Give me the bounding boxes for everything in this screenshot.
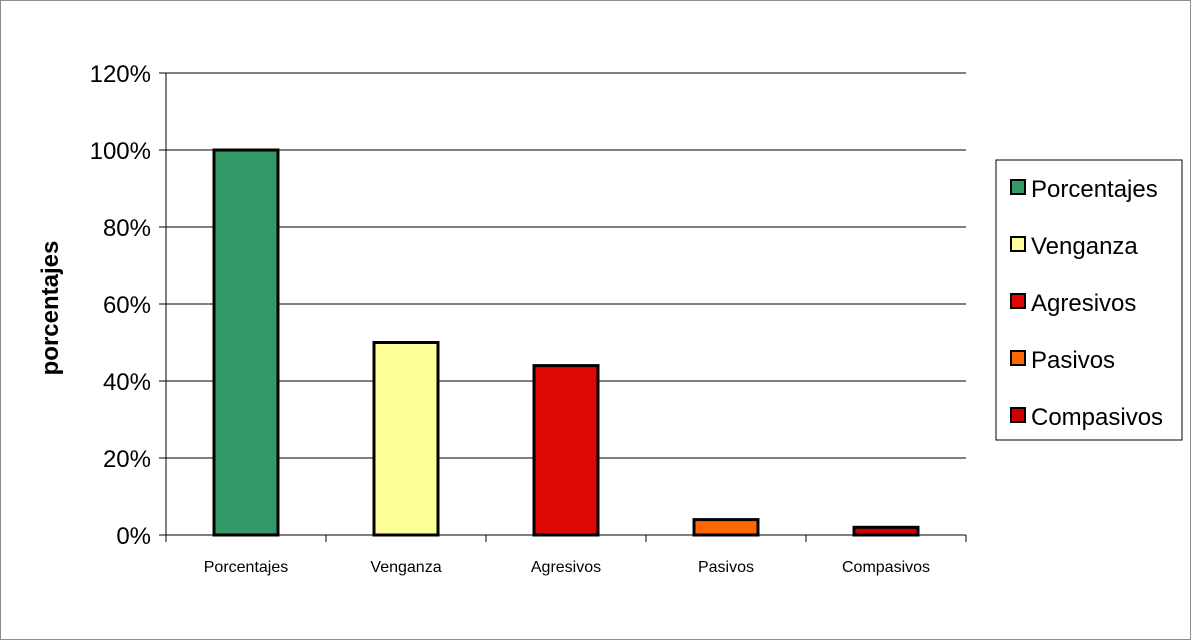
bar-porcentajes xyxy=(212,148,280,537)
legend-box xyxy=(995,159,1183,441)
legend-label: Porcentajes xyxy=(1031,176,1158,203)
legend-label: Venganza xyxy=(1031,233,1138,260)
gridlines xyxy=(166,72,966,459)
bar-agresivos xyxy=(532,364,600,537)
x-tick-labels: Porcentajes Venganza Agresivos Pasivos Compa… xyxy=(165,535,967,576)
bar-venganza xyxy=(372,341,440,537)
y-tick-label: 120% xyxy=(90,61,151,88)
y-tick-label: 80% xyxy=(103,215,151,242)
x-tick-label: Agresivos xyxy=(531,559,601,576)
y-tick-labels: 0% 20% 40% 60% 80% 100% 120% xyxy=(90,61,166,550)
legend-swatch xyxy=(1010,179,1026,195)
y-tick-label: 100% xyxy=(90,138,151,165)
x-tick-label: Compasivos xyxy=(842,559,930,576)
legend-swatch xyxy=(1010,407,1026,423)
legend-label: Pasivos xyxy=(1031,347,1115,374)
legend-swatch xyxy=(1010,236,1026,252)
y-tick-label: 40% xyxy=(103,369,151,396)
x-tick-label: Porcentajes xyxy=(204,559,289,576)
y-tick-label: 20% xyxy=(103,446,151,473)
bar-compasivos xyxy=(852,525,920,537)
x-tick-label: Pasivos xyxy=(698,559,754,576)
y-tick-label: 0% xyxy=(116,523,151,550)
y-axis-label: porcentajes xyxy=(37,241,64,376)
bars xyxy=(212,148,920,537)
legend-swatch xyxy=(1010,350,1026,366)
x-tick-label: Venganza xyxy=(370,559,441,576)
legend-swatch xyxy=(1010,293,1026,309)
y-tick-label: 60% xyxy=(103,292,151,319)
legend: Porcentajes Venganza Agresivos Pasivos Compa… xyxy=(995,159,1183,441)
legend-label: Compasivos xyxy=(1031,404,1163,431)
bar-pasivos xyxy=(692,518,760,537)
legend-label: Agresivos xyxy=(1031,290,1136,317)
